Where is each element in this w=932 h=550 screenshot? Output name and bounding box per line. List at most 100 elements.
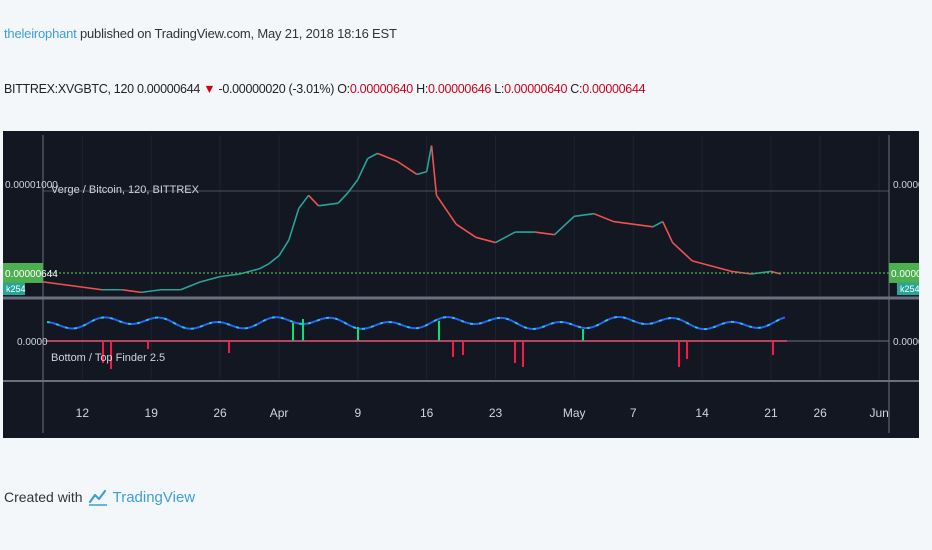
x-tick-label: 16 [420, 406, 434, 420]
last-price-tag-right [889, 262, 919, 283]
x-tick-label: 26 [813, 406, 827, 420]
osc-trace-segment [406, 325, 411, 329]
extra-tag-right-text: k254 [900, 284, 919, 294]
osc-trace-segment [526, 327, 531, 330]
osc-trace-segment [148, 317, 153, 321]
osc-trace-segment [478, 321, 483, 325]
osc-trace-segment [748, 325, 753, 329]
price-segment [62, 283, 83, 288]
osc-trace-segment [658, 319, 663, 323]
osc-trace-segment [349, 324, 354, 328]
osc-trace-segment [268, 316, 273, 320]
publish-text: published on TradingView.com, May 21, 20… [80, 26, 397, 41]
author-link[interactable]: theleirophant [4, 26, 77, 41]
osc-trace-segment [316, 318, 321, 322]
price-segment [534, 231, 555, 236]
osc-trace-segment [145, 318, 150, 322]
close-value: 0.00000644 [582, 82, 646, 96]
osc-trace-segment [604, 318, 609, 323]
osc-trace-segment [286, 318, 291, 322]
osc-trace-segment [232, 325, 237, 329]
osc-trace-segment [280, 316, 285, 320]
low-value: 0.00000640 [504, 82, 568, 96]
osc-trace-segment [772, 320, 777, 324]
osc-trace-segment [601, 320, 606, 324]
osc-trace-segment [112, 317, 117, 321]
chart-svg[interactable]: Verge / Bitcoin, 120, BITTREX 0.00001000… [3, 131, 932, 438]
chart-area[interactable]: Verge / Bitcoin, 120, BITTREX 0.00001000… [3, 131, 932, 438]
osc-trace-segment [226, 322, 231, 326]
osc-trace-segment [679, 318, 684, 322]
osc-trace-segment [538, 326, 543, 330]
osc-trace-segment [235, 326, 240, 329]
osc-trace-segment [418, 326, 423, 329]
y-tick-left: 0.00001000 [5, 180, 58, 191]
created-with-text: Created with [4, 489, 83, 505]
osc-trace-segment [193, 326, 198, 330]
down-arrow-icon: ▼ [203, 82, 216, 96]
x-tick-label: 26 [213, 406, 227, 420]
osc-trace-segment [553, 321, 558, 324]
osc-trace-segment [487, 318, 492, 322]
y-tick-right: 0.00001000 [893, 180, 919, 191]
osc-trace-segment [109, 316, 114, 320]
osc-trace-segment [220, 321, 225, 324]
osc-trace-segment [781, 316, 786, 320]
osc-trace-segment [517, 323, 522, 327]
osc-trace-segment [595, 323, 600, 327]
osc-trace-segment [463, 320, 468, 324]
last-price: 0.00000644 [136, 82, 200, 96]
last-price-tag-left-text: 0.00000644 [5, 269, 58, 280]
osc-trace-segment [568, 322, 573, 326]
osc-trace-segment [307, 321, 312, 325]
osc-trace-segment [142, 319, 147, 323]
osc-trace-segment [508, 318, 513, 322]
osc-trace-segment [94, 317, 99, 321]
price-segment [553, 215, 575, 236]
osc-trace-segment [457, 318, 462, 322]
osc-trace-segment [574, 324, 579, 328]
osc-trace-segment [589, 326, 594, 329]
price-segment [200, 275, 221, 283]
price-segment [268, 255, 280, 265]
price-segment [574, 212, 594, 218]
osc-trace-segment [283, 317, 288, 321]
x-tick-label: 9 [354, 406, 361, 420]
osc-trace-segment [565, 321, 570, 325]
osc-trace-segment [634, 320, 639, 324]
osc-trace-segment [451, 316, 456, 320]
tradingview-brand-link[interactable]: TradingView [112, 488, 196, 506]
osc-trace-segment [523, 326, 528, 330]
osc-trace-segment [178, 324, 183, 328]
osc-trace-segment [778, 317, 783, 321]
osc-trace-segment [433, 318, 438, 323]
osc-trace-segment [637, 321, 642, 325]
osc-trace-segment [541, 325, 546, 329]
osc-trace-segment [397, 322, 402, 326]
osc-trace-segment [628, 318, 633, 322]
price-segment [377, 152, 398, 162]
price-segment [455, 223, 477, 238]
extra-tag-left [3, 283, 25, 295]
price-segment [711, 265, 732, 273]
x-tick-label: May [563, 406, 586, 420]
osc-trace-segment [550, 321, 555, 325]
osc-trace-segment [322, 316, 327, 320]
osc-trace-segment [577, 325, 582, 329]
price-segment [121, 288, 142, 294]
osc-trace-segment [118, 320, 123, 324]
osc-trace-segment [58, 324, 63, 328]
osc-trace-segment [352, 326, 357, 329]
osc-trace-segment [490, 317, 495, 321]
osc-trace-segment [571, 323, 576, 327]
osc-trace-segment [652, 321, 657, 325]
osc-trace-segment [229, 323, 234, 327]
price-segment [435, 194, 457, 225]
osc-trace-segment [376, 322, 381, 326]
osc-trace-segment [682, 319, 687, 324]
osc-trace-segment [262, 318, 267, 323]
osc-trace-segment [736, 321, 741, 325]
osc-trace-segment [49, 321, 54, 325]
osc-trace-segment [709, 326, 714, 330]
main-pane [43, 135, 889, 295]
